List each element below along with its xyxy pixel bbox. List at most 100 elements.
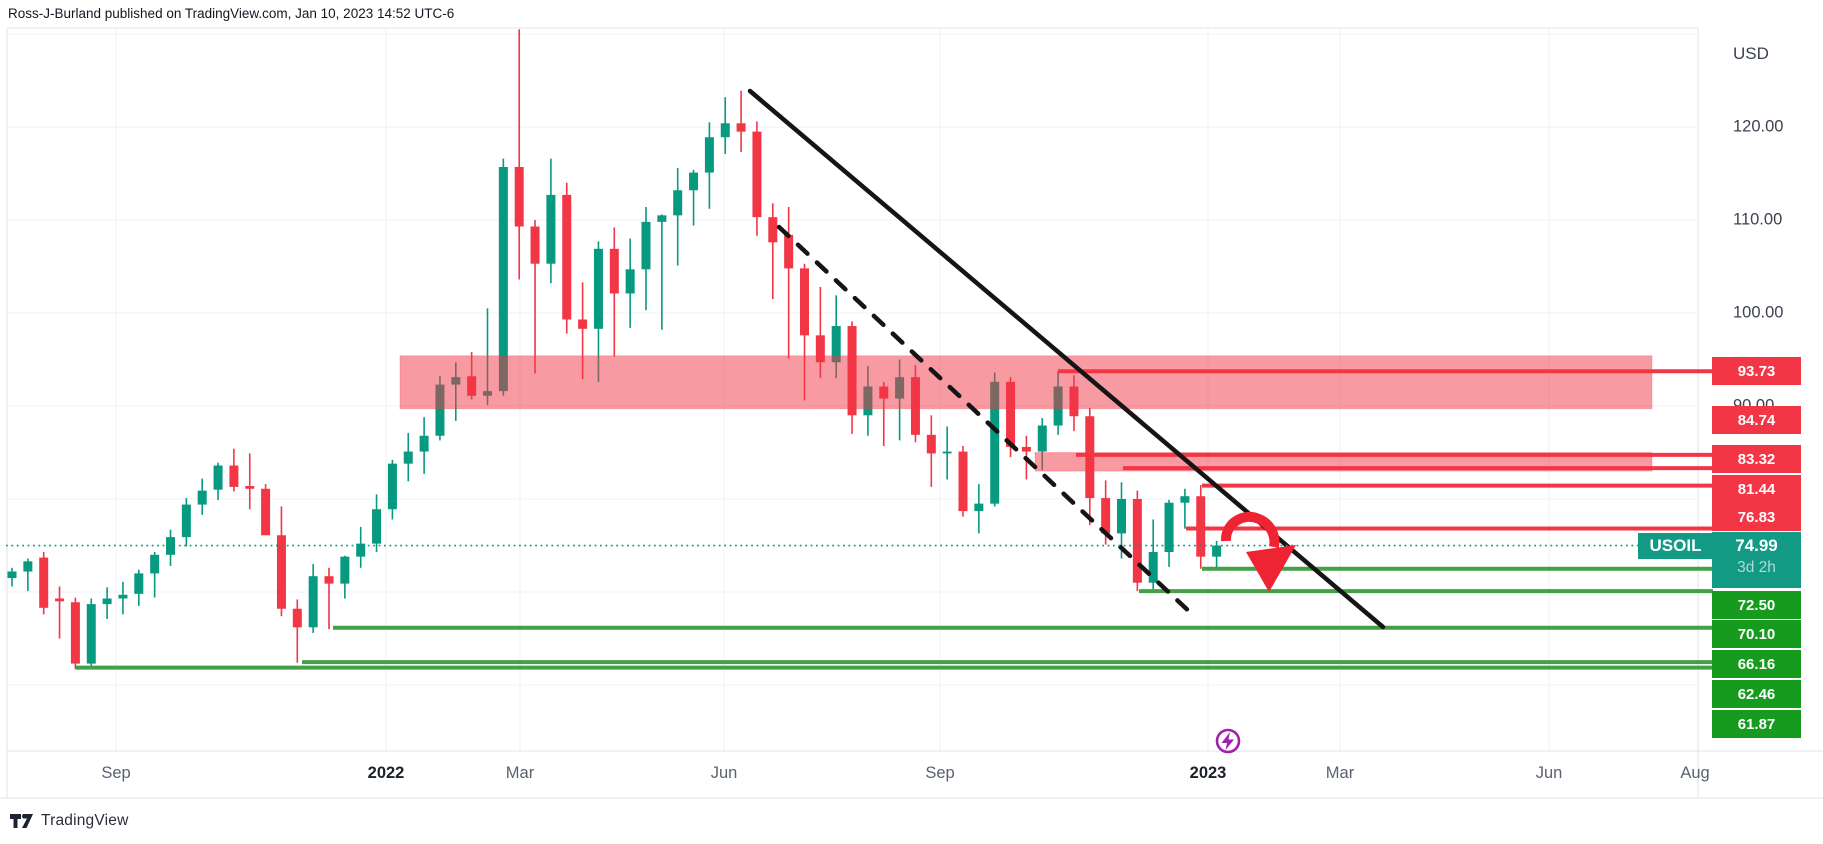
candle-body: [1212, 545, 1222, 557]
candle-body: [276, 535, 286, 609]
symbol-price-tag[interactable]: USOIL: [1638, 533, 1713, 559]
candle-body: [1196, 496, 1206, 557]
candle-body: [657, 215, 667, 222]
candle-body: [562, 194, 572, 320]
candle-body: [1164, 502, 1174, 553]
candle-body: [673, 190, 683, 216]
candle-body: [229, 465, 239, 487]
candle-body: [340, 556, 350, 584]
candle-body: [1132, 499, 1142, 583]
currency-label: USD: [1733, 44, 1769, 63]
candle-body: [245, 485, 255, 489]
candle-body: [292, 608, 302, 628]
last-price-label[interactable]: 74.99 3d 2h: [1712, 532, 1801, 588]
time-axis-tick[interactable]: 2022: [367, 764, 405, 782]
time-axis-tick[interactable]: Mar: [1325, 764, 1355, 782]
candle-body: [1180, 496, 1190, 503]
chart-attribution: Ross-J-Burland published on TradingView.…: [8, 6, 455, 21]
candle-body: [1037, 425, 1047, 452]
symbol-name: USOIL: [1649, 536, 1702, 555]
candle-body: [942, 451, 952, 454]
candle-body: [213, 465, 223, 490]
candle-body: [704, 137, 714, 173]
candle-body: [197, 490, 207, 505]
candle-body: [435, 384, 445, 436]
candle-body: [578, 319, 588, 329]
down-arrow-annotation[interactable]: [1221, 511, 1280, 548]
supply-zone[interactable]: [399, 355, 1653, 410]
candle-body: [86, 604, 96, 664]
candle-body: [641, 221, 651, 270]
price-axis-tick: 100.00: [1733, 303, 1784, 322]
candle-body: [736, 123, 746, 132]
tradingview-logo[interactable]: TradingView: [10, 812, 129, 830]
candle-body: [768, 217, 778, 243]
time-axis-tick[interactable]: Mar: [505, 764, 535, 782]
tradingview-logo-text: TradingView: [41, 812, 129, 829]
support-price-label: 66.16: [1712, 650, 1801, 678]
resistance-price-label: 93.73: [1712, 357, 1801, 385]
candle-body: [372, 509, 382, 544]
candle-body: [134, 573, 144, 594]
candle-body: [609, 248, 619, 294]
candle-body: [498, 166, 508, 392]
time-axis-tick[interactable]: 2023: [1189, 764, 1227, 782]
lightning-bolt-icon: [1221, 732, 1234, 750]
candle-body: [39, 557, 49, 608]
candle-body: [181, 504, 191, 538]
candle-body: [546, 194, 556, 264]
dashed-trendline[interactable]: [776, 224, 1196, 618]
support-price-label: 61.87: [1712, 710, 1801, 738]
resistance-price-label: 76.83: [1712, 503, 1801, 531]
candle-body: [118, 594, 128, 599]
price-axis-tick: 110.00: [1733, 210, 1783, 229]
candle-body: [926, 434, 936, 454]
resistance-price-label: 84.74: [1712, 406, 1801, 434]
time-axis-tick[interactable]: Aug: [1680, 764, 1710, 782]
candle-body: [55, 598, 65, 602]
candle-body: [689, 172, 699, 191]
candle-body: [1117, 499, 1126, 534]
candle-body: [815, 335, 825, 363]
candle-body: [150, 554, 160, 574]
candle-body: [752, 131, 762, 218]
down-arrow-head: [1246, 545, 1296, 592]
price-axis-tick: 120.00: [1733, 117, 1784, 136]
candle-body: [7, 571, 17, 579]
candle-body: [530, 226, 540, 264]
candle-body: [23, 561, 33, 572]
candle-body: [102, 598, 112, 605]
candle-body: [1148, 552, 1158, 583]
candle-body: [1101, 498, 1111, 534]
tradingview-logo-icon: [10, 814, 33, 828]
candle-body: [990, 381, 1000, 504]
candle-body: [166, 537, 175, 555]
candle-body: [831, 326, 841, 363]
candle-body: [958, 451, 968, 512]
candle-body: [419, 435, 429, 452]
candle-body: [1006, 381, 1016, 447]
time-axis-tick[interactable]: Sep: [925, 764, 955, 782]
candle-body: [514, 166, 524, 227]
support-price-label: 62.46: [1712, 680, 1801, 708]
candle-body: [974, 503, 984, 512]
time-axis-tick[interactable]: Sep: [101, 764, 131, 782]
bar-countdown: 3d 2h: [1737, 559, 1776, 576]
support-price-label: 72.50: [1712, 591, 1801, 619]
time-axis-tick[interactable]: Jun: [1535, 764, 1563, 782]
resistance-price-label: 81.44: [1712, 475, 1801, 503]
last-price-value: 74.99: [1735, 536, 1778, 555]
candle-body: [593, 248, 603, 329]
support-price-label: 70.10: [1712, 620, 1801, 648]
candle-body: [70, 602, 80, 664]
candle-body: [356, 543, 366, 557]
candle-body: [324, 576, 334, 584]
candle-body: [261, 488, 271, 536]
candle-body: [1021, 446, 1031, 452]
candle-body: [403, 451, 413, 464]
resistance-price-label: 83.32: [1712, 445, 1801, 473]
time-axis-tick[interactable]: Jun: [710, 764, 738, 782]
